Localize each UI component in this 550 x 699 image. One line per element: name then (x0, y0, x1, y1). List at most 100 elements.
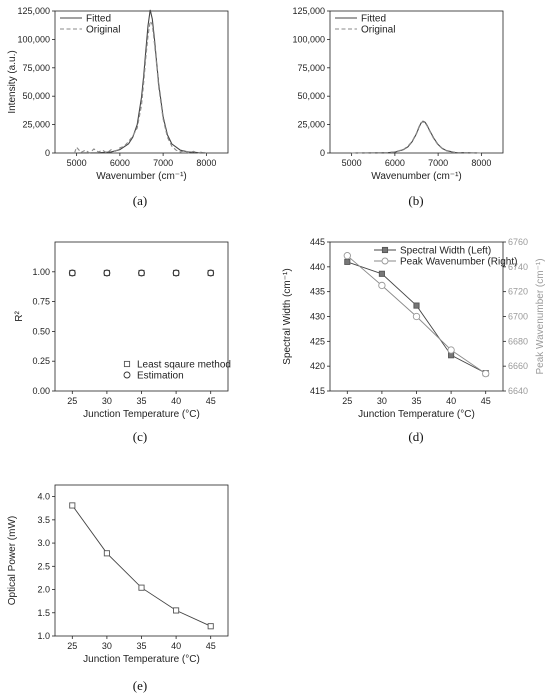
y-right-tick-label: 6720 (508, 287, 528, 297)
y-right-tick-label: 6640 (508, 386, 528, 396)
y-tick-label: 0 (320, 148, 325, 158)
y-tick-label: 3.5 (37, 515, 50, 525)
data-point (103, 269, 111, 277)
x-tick-label: 40 (446, 396, 456, 406)
y-axis-label: Spectral Width (cm⁻¹) (282, 268, 293, 364)
chart-e: 25 30 35 40 45 1.0 1.5 2.0 2.5 3.0 3.5 4.0 Junction … (7, 484, 229, 665)
legend-entry: Spectral Width (Left) (400, 246, 491, 257)
y-tick-label: 25,000 (22, 120, 50, 130)
y-tick-label: 2.5 (37, 561, 50, 571)
series-1 (351, 121, 482, 154)
data-point (173, 607, 180, 614)
y-tick-label: 0.75 (32, 297, 50, 307)
legend-entry: Estimation (137, 371, 184, 382)
y-tick-label: 75,000 (297, 63, 325, 73)
legend-entry: Fitted (86, 14, 111, 25)
x-tick-label: 35 (136, 396, 146, 406)
y-tick-label: 1.5 (37, 608, 50, 618)
y-tick-label: 100,000 (17, 34, 50, 44)
y-right-tick-label: 6740 (508, 262, 528, 272)
data-point (207, 623, 214, 630)
x-tick-label: 35 (411, 396, 421, 406)
y-tick-label: 1.00 (32, 267, 50, 277)
chart-b: 5000 6000 7000 8000 0 25,000 50,000 75,000 100,0… (292, 6, 504, 182)
x-tick-label: 8000 (471, 158, 491, 168)
y-tick-label: 2.0 (37, 585, 50, 595)
x-tick-label: 35 (136, 641, 146, 651)
data-point (412, 312, 421, 321)
data-point (344, 258, 351, 265)
x-tick-label: 40 (171, 641, 181, 651)
x-axis-label: Wavenumber (cm⁻¹) (371, 171, 461, 182)
y-tick-label: 430 (310, 312, 325, 322)
y-right-tick-label: 6680 (508, 336, 528, 346)
y-tick-label: 4.0 (37, 492, 50, 502)
x-axis-label: Wavenumber (cm⁻¹) (96, 171, 186, 182)
x-tick-label: 25 (342, 396, 352, 406)
y-tick-label: 425 (310, 336, 325, 346)
legend-entry: Fitted (361, 14, 386, 25)
x-tick-label: 5000 (67, 158, 87, 168)
x-tick-label: 6000 (385, 158, 405, 168)
series-line (73, 19, 207, 154)
plot-frame (329, 10, 504, 154)
y-tick-label: 415 (310, 386, 325, 396)
series-0 (351, 120, 482, 154)
legend-entry: Original (86, 25, 120, 36)
legend-entry: Peak Wavenumber (Right) (400, 257, 517, 268)
x-tick-label: 30 (377, 396, 387, 406)
x-tick-label: 25 (67, 641, 77, 651)
x-tick-label: 30 (102, 641, 112, 651)
data-point (103, 550, 110, 557)
y-tick-label: 0.25 (32, 356, 50, 366)
x-tick-label: 7000 (428, 158, 448, 168)
x-axis-label: Junction Temperature (°C) (83, 654, 200, 665)
plot-frame (54, 484, 229, 637)
y-tick-label: 125,000 (292, 6, 325, 16)
x-tick-label: 7000 (153, 158, 173, 168)
series-line (71, 505, 211, 627)
series-1 (68, 269, 215, 277)
chart-d: 25 30 35 40 45 415 420 425 430 435 440 445 6640 6660 6… (282, 237, 546, 420)
y-tick-label: 125,000 (17, 6, 50, 16)
x-tick-label: 5000 (342, 158, 362, 168)
y-axis-label: Optical Power (mW) (7, 516, 18, 605)
data-point (482, 369, 490, 378)
y-tick-label: 3.0 (37, 538, 50, 548)
x-tick-label: 6000 (110, 158, 130, 168)
y-tick-label: 50,000 (297, 91, 325, 101)
y-tick-label: 0.00 (32, 386, 50, 396)
y-right-tick-label: 6700 (508, 312, 528, 322)
data-point (68, 269, 76, 277)
legend-marker (123, 371, 131, 379)
legend-marker (381, 246, 389, 254)
y-tick-label: 100,000 (292, 34, 325, 44)
y-tick-label: 0 (45, 148, 50, 158)
x-tick-label: 8000 (196, 158, 216, 168)
series-0 (69, 502, 214, 630)
data-point (69, 502, 76, 509)
y-tick-label: 25,000 (297, 120, 325, 130)
y-tick-label: 435 (310, 287, 325, 297)
series-1 (73, 19, 207, 154)
data-point (447, 346, 455, 354)
y-tick-label: 50,000 (22, 91, 50, 101)
chart-a: 5000 6000 7000 8000 0 25,000 50,000 75,000 100,0… (7, 6, 229, 182)
legend-entry: Least sqaure method (137, 360, 231, 371)
data-point (378, 281, 386, 290)
y-tick-label: 75,000 (22, 63, 50, 73)
series-1 (343, 252, 490, 378)
data-point (172, 269, 180, 277)
x-tick-label: 45 (206, 641, 216, 651)
data-point (413, 302, 420, 309)
data-point (207, 269, 215, 277)
y-axis-label: R² (14, 311, 25, 322)
y-right-tick-label: 6660 (508, 361, 528, 371)
series-0 (69, 269, 214, 277)
data-point (378, 270, 385, 277)
y-tick-label: 1.0 (37, 631, 50, 641)
y-tick-label: 440 (310, 262, 325, 272)
